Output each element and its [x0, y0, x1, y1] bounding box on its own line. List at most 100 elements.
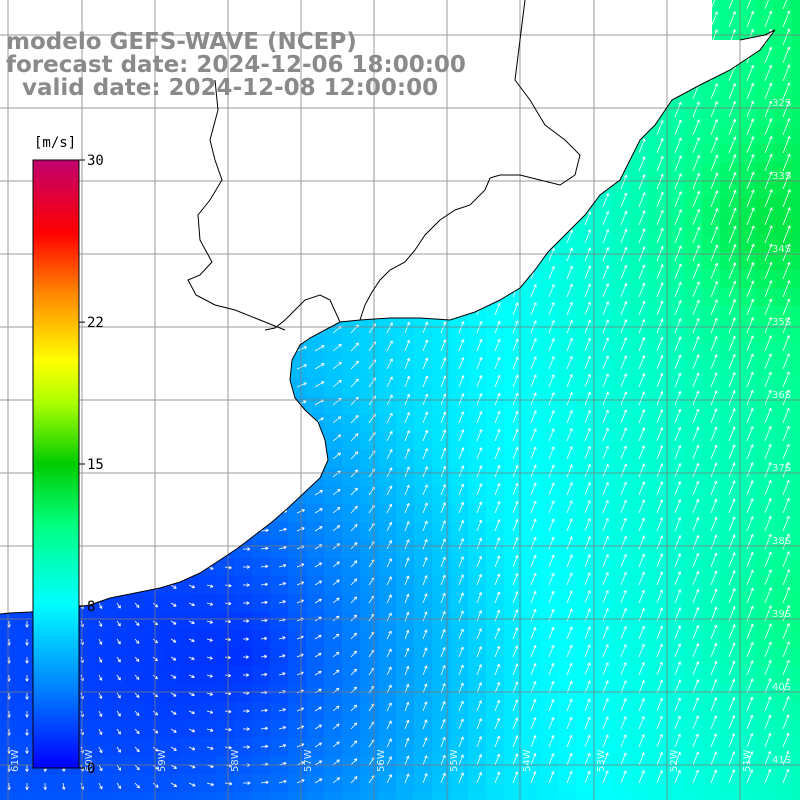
wind-cell	[504, 522, 523, 541]
wind-cell	[432, 648, 451, 667]
wind-cell	[504, 558, 523, 577]
wind-cell	[702, 432, 721, 451]
wind-cell	[648, 162, 667, 181]
wind-cell	[414, 684, 433, 703]
wind-cell	[522, 450, 541, 469]
wind-cell	[504, 702, 523, 721]
wind-cell	[720, 792, 739, 800]
wind-cell	[378, 720, 397, 739]
wind-cell	[558, 486, 577, 505]
colorbar-ticks: 30 22 15 8 0	[79, 153, 104, 777]
wind-cell	[738, 468, 757, 487]
wind-cell	[270, 792, 289, 800]
wind-cell	[612, 378, 631, 397]
map-title: modelo GEFS-WAVE (NCEP)	[6, 29, 357, 55]
wind-cell	[504, 576, 523, 595]
wind-cell	[630, 306, 649, 325]
wind-cell	[504, 486, 523, 505]
wind-cell	[630, 180, 649, 199]
wind-cell	[342, 414, 361, 433]
wind-cell	[576, 468, 595, 487]
wind-cell	[396, 522, 415, 541]
wind-cell	[738, 162, 757, 181]
wind-cell	[738, 252, 757, 271]
wind-cell	[558, 396, 577, 415]
wind-cell	[756, 432, 775, 451]
wind-cell	[378, 522, 397, 541]
wind-cell	[486, 684, 505, 703]
wind-cell	[630, 432, 649, 451]
wind-cell	[612, 738, 631, 757]
wind-cell	[378, 666, 397, 685]
colorbar-tick-label: 15	[87, 457, 104, 473]
wind-cell	[648, 630, 667, 649]
wind-cell	[522, 702, 541, 721]
wind-cell	[756, 648, 775, 667]
latitude-label: 36S	[772, 390, 791, 401]
longitude-label: 56W	[376, 749, 387, 772]
wind-cell	[450, 360, 469, 379]
wind-cell	[702, 684, 721, 703]
wind-cell	[558, 468, 577, 487]
wind-cell	[630, 378, 649, 397]
wind-cell	[558, 504, 577, 523]
wind-cell	[486, 630, 505, 649]
wind-cell	[450, 684, 469, 703]
wind-cell	[540, 450, 559, 469]
wind-cell	[594, 576, 613, 595]
wind-cell	[702, 306, 721, 325]
wind-cell	[666, 396, 685, 415]
wind-cell	[540, 288, 559, 307]
wind-cell	[738, 684, 757, 703]
colorbar-unit: [m/s]	[34, 135, 76, 151]
wind-cell	[468, 522, 487, 541]
wind-cell	[342, 486, 361, 505]
wind-cell	[666, 378, 685, 397]
wind-cell	[450, 648, 469, 667]
wind-cell	[342, 666, 361, 685]
wind-cell	[684, 738, 703, 757]
wind-cell	[756, 270, 775, 289]
wind-cell	[738, 126, 757, 145]
wind-cell	[360, 720, 379, 739]
latitude-label: 41S	[772, 755, 791, 766]
wind-cell	[450, 702, 469, 721]
wind-cell	[702, 90, 721, 109]
wind-cell	[90, 792, 109, 800]
wind-arrow	[764, 46, 773, 64]
wind-cell	[576, 522, 595, 541]
wind-cell	[342, 792, 361, 800]
wind-cell	[594, 504, 613, 523]
wind-cell	[396, 558, 415, 577]
wind-arrow	[782, 46, 791, 64]
wind-cell	[630, 666, 649, 685]
wind-cell	[342, 360, 361, 379]
wind-cell	[468, 630, 487, 649]
wind-cell	[360, 648, 379, 667]
wind-cell	[558, 630, 577, 649]
wind-cell	[648, 432, 667, 451]
wind-cell	[792, 216, 800, 235]
wind-cell	[702, 522, 721, 541]
wind-cell	[774, 414, 793, 433]
wind-cell	[756, 414, 775, 433]
wind-cell	[702, 558, 721, 577]
wind-cell	[504, 360, 523, 379]
wind-cell	[612, 396, 631, 415]
wind-cell	[630, 612, 649, 631]
wind-cell	[720, 306, 739, 325]
wind-cell	[666, 414, 685, 433]
wind-cell	[396, 324, 415, 343]
wind-cell	[594, 306, 613, 325]
wind-cell	[576, 306, 595, 325]
wind-cell	[558, 414, 577, 433]
wind-cell	[468, 648, 487, 667]
wind-cell	[720, 432, 739, 451]
wind-cell	[756, 792, 775, 800]
wind-cell	[756, 216, 775, 235]
wind-cell	[720, 234, 739, 253]
wind-cell	[630, 702, 649, 721]
wind-cell	[540, 324, 559, 343]
wind-cell	[378, 738, 397, 757]
wind-cell	[792, 558, 800, 577]
